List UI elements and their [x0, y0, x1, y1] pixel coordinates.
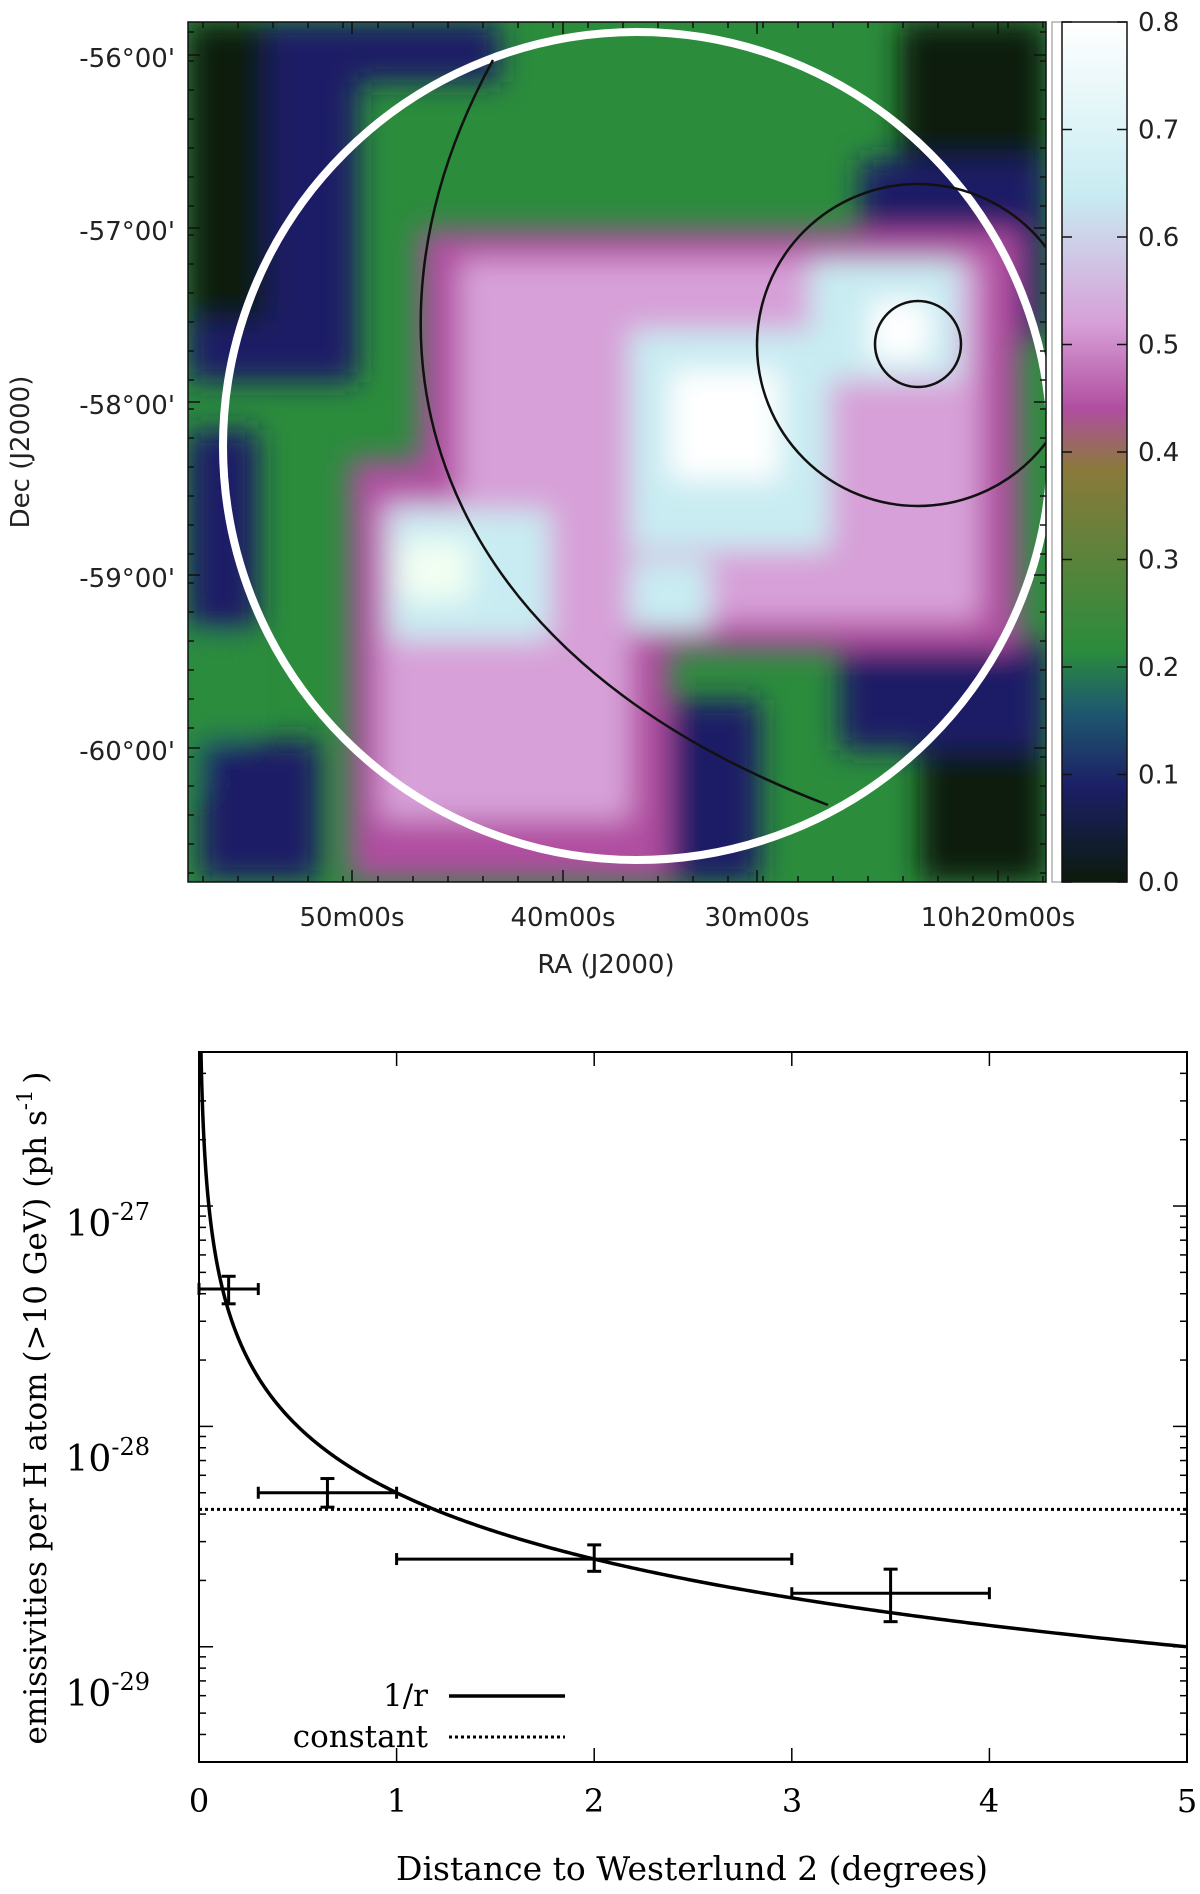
x-tick-label: 0	[189, 1782, 209, 1820]
x-tick-label: 50m00s	[299, 903, 404, 933]
x-axis-label: RA (J2000)	[537, 950, 674, 980]
x-tick-label: 1	[387, 1782, 407, 1820]
emissivity-panel: 10-27 10-28 10-29 0 1 2 3 4 5 Distance t…	[13, 1051, 1197, 1888]
y-tick-label: -57°00'	[79, 217, 175, 247]
y-tick-label: 10-29	[66, 1668, 150, 1715]
y-tick-label: 10-27	[66, 1198, 150, 1245]
sky-map-panel: -56°00' -57°00' -58°00' -59°00' -60°00' …	[6, 8, 1179, 980]
plot-ticks	[198, 1051, 1188, 1763]
colorbar-tick-label: 0.8	[1138, 8, 1179, 38]
small-circle	[873, 299, 963, 389]
x-tick-label: 5	[1177, 1782, 1197, 1820]
x-tick-label: 3	[782, 1782, 802, 1820]
y-axis-label: emissivities per H atom (>10 GeV) (ph s-…	[13, 1072, 54, 1745]
colorbar-tick-label: 0.6	[1138, 223, 1179, 253]
x-axis-label: Distance to Westerlund 2 (degrees)	[396, 1849, 988, 1888]
y-tick-label: -56°00'	[79, 44, 175, 74]
colorbar-tick-label: 0.1	[1138, 761, 1179, 791]
series-1-over-r-line	[199, 1052, 1187, 1649]
x-tick-label: 10h20m00s	[921, 903, 1076, 933]
y-tick-label: -58°00'	[79, 391, 175, 421]
y-tick-label: -60°00'	[79, 737, 175, 767]
data-point	[197, 1274, 260, 1306]
legend: 1/r constant	[293, 1678, 565, 1755]
legend-label-constant: constant	[293, 1719, 429, 1755]
x-tick-label: 4	[979, 1782, 999, 1820]
plot-frame	[198, 1051, 1188, 1763]
data-point	[395, 1543, 794, 1573]
x-tick-label: 2	[584, 1782, 604, 1820]
data-points	[197, 1274, 991, 1624]
colorbar-tick-label: 0.5	[1138, 331, 1179, 361]
legend-label-1-over-r: 1/r	[383, 1678, 428, 1714]
x-tick-label: 40m00s	[510, 903, 615, 933]
data-point	[256, 1477, 399, 1509]
colorbar-tick-label: 0.0	[1138, 868, 1179, 898]
colorbar-tick-label: 0.4	[1138, 438, 1179, 468]
colorbar-tick-label: 0.7	[1138, 116, 1179, 146]
colorbar-tick-label: 0.3	[1138, 546, 1179, 576]
medium-circle	[755, 182, 1046, 508]
large-black-arc	[419, 59, 829, 807]
data-point	[790, 1567, 991, 1624]
y-tick-label: 10-28	[66, 1433, 150, 1480]
y-tick-label: -59°00'	[79, 564, 175, 594]
colorbar-tick-label: 0.2	[1138, 653, 1179, 683]
colorbar: 0.0 0.1 0.2 0.3 0.4 0.5 0.6 0.7 0.8	[1051, 8, 1179, 898]
map-ticks	[188, 22, 1046, 882]
heatmap-image	[188, 22, 1046, 882]
region-circle	[219, 28, 1046, 864]
y-axis-label: Dec (J2000)	[6, 376, 36, 529]
map-frame	[187, 21, 1047, 883]
x-tick-label: 30m00s	[704, 903, 809, 933]
